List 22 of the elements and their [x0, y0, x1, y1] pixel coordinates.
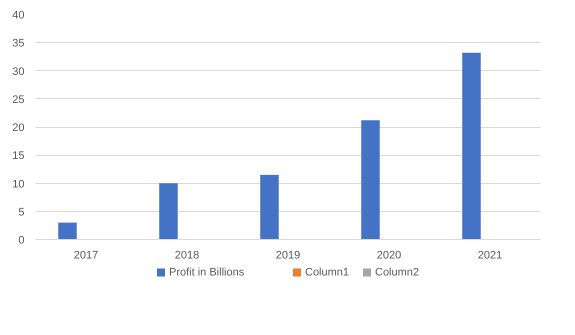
- bar: [159, 183, 178, 240]
- legend-label: Column2: [375, 266, 420, 278]
- x-tick-label: 2020: [376, 250, 402, 262]
- y-tick-label: 30: [12, 66, 25, 78]
- legend-label: Profit in Billions: [169, 266, 245, 278]
- y-tick-label: 40: [12, 10, 25, 22]
- y-tick-label: 0: [18, 234, 25, 246]
- x-tick-label: 2018: [174, 250, 200, 262]
- x-tick-label: 2021: [478, 250, 502, 262]
- y-tick-label: 10: [12, 178, 25, 190]
- legend-label: Column1: [305, 266, 350, 278]
- y-tick-label: 20: [12, 122, 25, 134]
- y-tick-label: 35: [12, 38, 25, 50]
- y-tick-label: 15: [12, 150, 25, 162]
- y-tick-label: 5: [18, 206, 25, 218]
- bar: [260, 174, 279, 240]
- bar: [58, 222, 77, 240]
- y-tick-label: 25: [12, 94, 25, 106]
- bar: [462, 52, 481, 240]
- x-tick-label: 2017: [74, 250, 98, 262]
- bar: [361, 120, 380, 240]
- x-tick-label: 2019: [276, 250, 300, 262]
